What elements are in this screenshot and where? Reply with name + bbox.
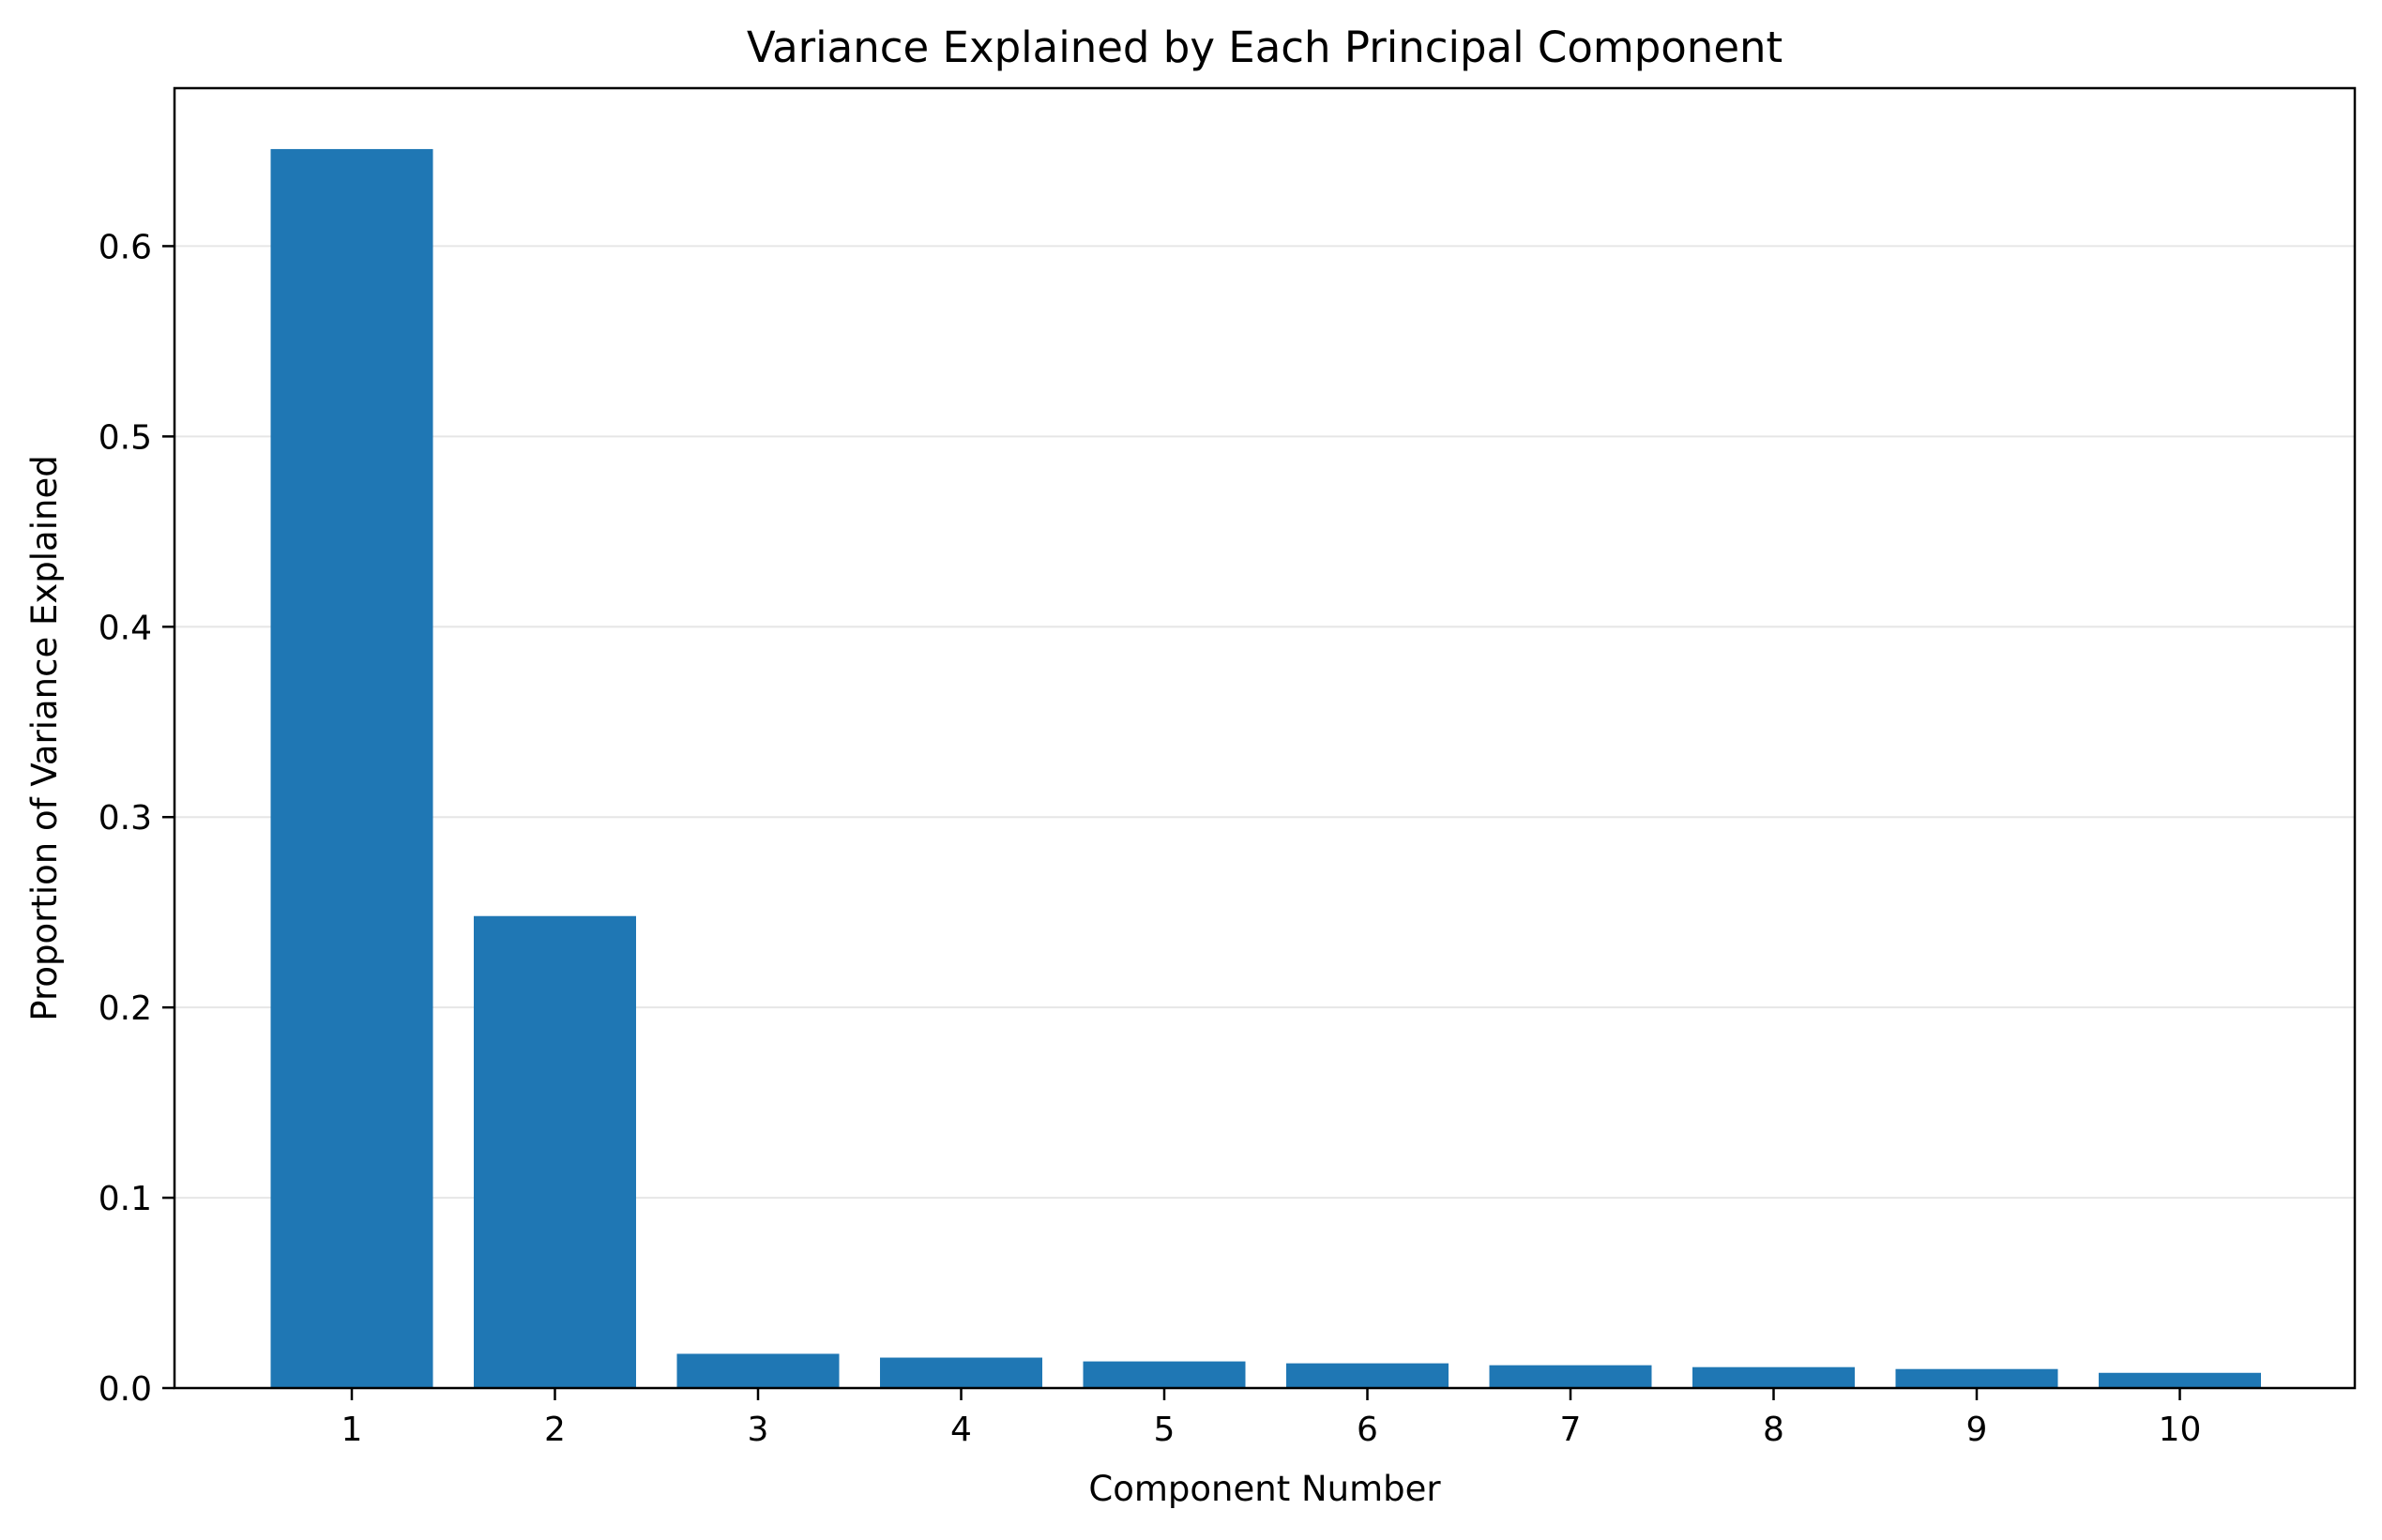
y-tick-label: 0.4 xyxy=(99,609,152,647)
x-tick-label: 6 xyxy=(1357,1411,1378,1449)
y-tick-label: 0.5 xyxy=(99,418,152,457)
chart-title: Variance Explained by Each Principal Com… xyxy=(747,23,1783,72)
y-tick-label: 0.6 xyxy=(99,228,152,266)
y-tick-label: 0.0 xyxy=(99,1370,152,1409)
bar-component-5 xyxy=(1083,1361,1246,1388)
x-tick-label: 7 xyxy=(1560,1411,1582,1449)
y-tick-label: 0.3 xyxy=(99,799,152,838)
x-axis-ticks: 1 2 3 4 5 6 7 8 9 10 xyxy=(341,1388,2202,1449)
x-axis-label: Component Number xyxy=(1088,1469,1441,1509)
x-tick-label: 5 xyxy=(1154,1411,1176,1449)
x-tick-label: 3 xyxy=(748,1411,769,1449)
y-tick-label: 0.2 xyxy=(99,989,152,1028)
y-axis-label: Proportion of Variance Explained xyxy=(24,455,65,1020)
x-tick-label: 10 xyxy=(2159,1411,2202,1449)
x-tick-label: 8 xyxy=(1763,1411,1784,1449)
bar-component-7 xyxy=(1489,1365,1652,1388)
bar-component-2 xyxy=(474,915,636,1388)
bar-component-1 xyxy=(270,148,433,1389)
x-tick-label: 1 xyxy=(341,1411,363,1449)
y-axis-ticks: 0.0 0.1 0.2 0.3 0.4 0.5 0.6 xyxy=(99,228,174,1409)
bar-component-10 xyxy=(2099,1372,2261,1388)
plot-area-frame xyxy=(173,86,2357,1390)
bar-component-8 xyxy=(1692,1366,1855,1388)
x-tick-label: 4 xyxy=(950,1411,972,1449)
bar-component-4 xyxy=(880,1357,1042,1388)
x-tick-label: 9 xyxy=(1966,1411,1988,1449)
bar-component-3 xyxy=(676,1353,840,1388)
bars xyxy=(270,148,2261,1389)
y-tick-label: 0.1 xyxy=(99,1180,152,1218)
bar-component-6 xyxy=(1286,1363,1449,1388)
x-tick-label: 2 xyxy=(544,1411,566,1449)
bar-component-9 xyxy=(1895,1368,2058,1388)
